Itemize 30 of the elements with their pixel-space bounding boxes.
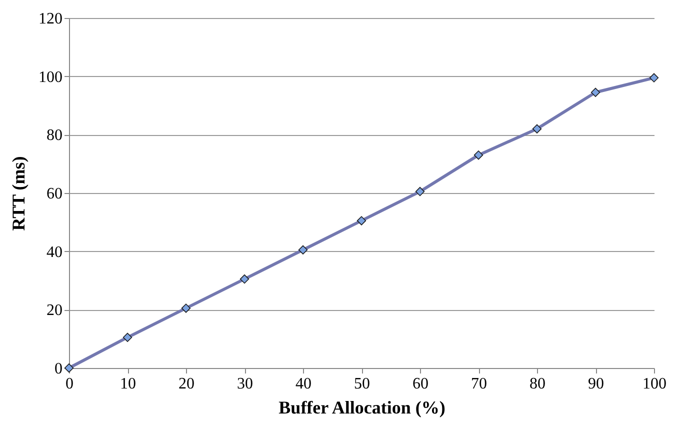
x-tick-label: 50 [354, 376, 370, 392]
x-tick-label: 20 [178, 376, 194, 392]
point [356, 216, 366, 226]
x-tick-label: 80 [530, 376, 546, 392]
y-tick-label: 100 [38, 68, 62, 86]
x-axis-title: Buffer Allocation (%) [278, 398, 446, 418]
y-tick-label: 40 [46, 244, 62, 261]
point [532, 124, 542, 134]
point [649, 73, 659, 82]
x-tick-label: 10 [120, 376, 136, 392]
point [415, 186, 425, 196]
y-tick-label: 80 [46, 127, 62, 144]
point [181, 304, 191, 313]
x-tick-label: 40 [296, 376, 312, 392]
x-tick-label: 0 [66, 376, 74, 392]
point [122, 332, 132, 342]
point [298, 245, 308, 254]
y-axis-title: RTT (ms) [8, 156, 28, 231]
y-tick-label: 0 [54, 360, 62, 378]
y-tick-label: 120 [38, 10, 62, 28]
x-tick-label: 70 [471, 376, 487, 392]
x-tick-label: 100 [642, 376, 666, 392]
point [240, 274, 250, 284]
point [474, 150, 484, 160]
point [590, 88, 600, 97]
y-tick-label: 60 [46, 186, 62, 202]
x-tick-label: 90 [588, 376, 604, 392]
x-tick-label: 30 [237, 376, 253, 392]
y-tick-label: 20 [46, 302, 62, 320]
x-tick-label: 60 [412, 376, 428, 392]
